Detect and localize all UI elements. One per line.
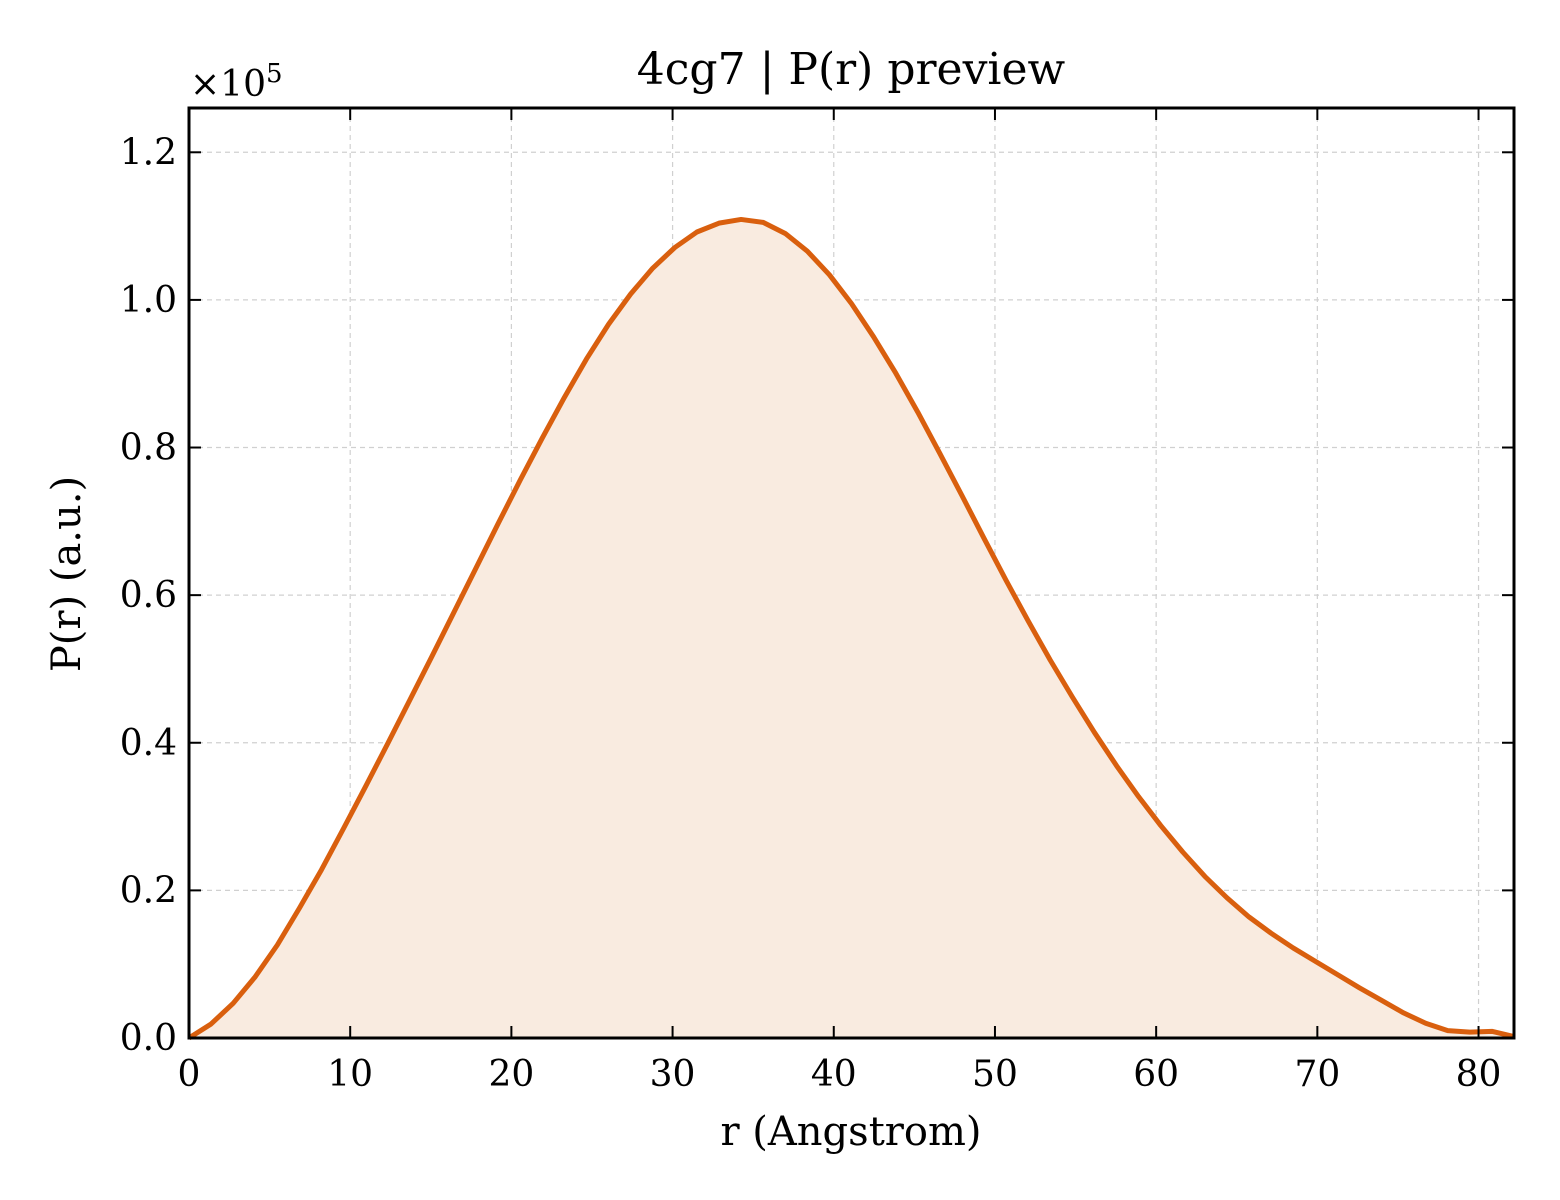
x-tick-label: 60 [1133, 1054, 1179, 1095]
x-tick-label: 20 [488, 1054, 534, 1095]
y-axis-title: P(r) (a.u.) [44, 476, 90, 672]
x-tick-label: 80 [1456, 1054, 1502, 1095]
y-multiplier: ×105 [190, 59, 283, 105]
y-tick-label: 0.8 [120, 428, 177, 469]
y-tick-label: 0.4 [120, 723, 177, 764]
y-tick-label: 0.0 [120, 1018, 177, 1059]
x-tick-label: 40 [811, 1054, 857, 1095]
y-tick-label: 1.2 [120, 132, 177, 173]
ticks: 0 10 20 30 40 50 60 70 80 0.0 0.2 0.4 0.6 0.8 1.0 1.2 [120, 108, 1514, 1095]
x-tick-label: 10 [327, 1054, 373, 1095]
x-tick-label: 30 [650, 1054, 696, 1095]
y-multiplier-base: ×10 [190, 64, 266, 105]
x-axis-title: r (Angstrom) [720, 1109, 981, 1155]
plot-frame [187, 106, 1516, 1040]
x-tick-label: 0 [178, 1054, 201, 1095]
y-tick-label: 0.6 [120, 575, 177, 616]
x-tick-label: 70 [1294, 1054, 1340, 1095]
x-tick-label: 50 [972, 1054, 1018, 1095]
y-multiplier-exponent: 5 [266, 59, 283, 89]
area-fill [189, 219, 1514, 1038]
pr-curve [187, 216, 1515, 1041]
chart-title: 4cg7 | P(r) preview [637, 44, 1066, 95]
y-tick-label: 1.0 [120, 280, 177, 321]
y-tick-label: 0.2 [120, 870, 177, 911]
